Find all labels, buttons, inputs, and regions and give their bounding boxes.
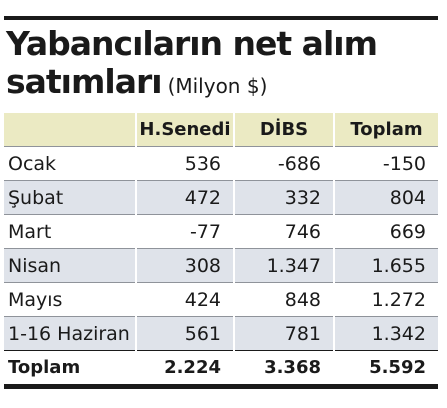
page-title: Yabancıların net alım satımları (Milyon $… [6,25,438,105]
total-dibs: 3.368 [233,350,334,384]
data-table: H.Senedi DİBS Toplam Ocak 536 -686 -150 … [4,113,438,384]
cell-toplam: 1.272 [333,282,438,317]
table-header-row: H.Senedi DİBS Toplam [4,113,438,147]
top-rule [4,16,438,20]
cell-hsenedi: 424 [135,282,234,317]
header-empty [4,113,136,147]
cell-hsenedi: 561 [135,316,234,351]
total-hsenedi: 2.224 [135,350,234,384]
table-row: Mart -77 746 669 [4,214,438,249]
table-row: Şubat 472 332 804 [4,180,438,215]
total-label: Toplam [4,350,136,384]
table-row: Nisan 308 1.347 1.655 [4,248,438,283]
row-label: Mayıs [4,282,136,317]
total-toplam: 5.592 [333,350,438,384]
header-toplam: Toplam [333,113,438,147]
row-label: Ocak [4,146,136,181]
title-line-2-text: satımları [6,62,163,101]
row-label: Şubat [4,180,136,215]
table-row: Ocak 536 -686 -150 [4,146,438,181]
cell-toplam: -150 [333,146,438,181]
title-line-1: Yabancıların net alım [6,24,378,63]
table-total-row: Toplam 2.224 3.368 5.592 [4,350,438,384]
cell-toplam: 1.655 [333,248,438,283]
cell-dibs: -686 [233,146,334,181]
cell-hsenedi: 536 [135,146,234,181]
cell-dibs: 1.347 [233,248,334,283]
bottom-rule [4,384,438,389]
row-label: Mart [4,214,136,249]
table-row: 1-16 Haziran 561 781 1.342 [4,316,438,351]
title-line-2: satımları (Milyon $) [6,63,438,105]
row-label: 1-16 Haziran [4,316,136,351]
cell-hsenedi: -77 [135,214,234,249]
cell-dibs: 746 [233,214,334,249]
table-row: Mayıs 424 848 1.272 [4,282,438,317]
cell-hsenedi: 472 [135,180,234,215]
cell-toplam: 1.342 [333,316,438,351]
cell-dibs: 781 [233,316,334,351]
cell-hsenedi: 308 [135,248,234,283]
header-dibs: DİBS [233,113,334,147]
cell-dibs: 332 [233,180,334,215]
cell-toplam: 804 [333,180,438,215]
header-hsenedi: H.Senedi [135,113,234,147]
title-unit: (Milyon $) [167,74,268,98]
cell-dibs: 848 [233,282,334,317]
cell-toplam: 669 [333,214,438,249]
row-label: Nisan [4,248,136,283]
